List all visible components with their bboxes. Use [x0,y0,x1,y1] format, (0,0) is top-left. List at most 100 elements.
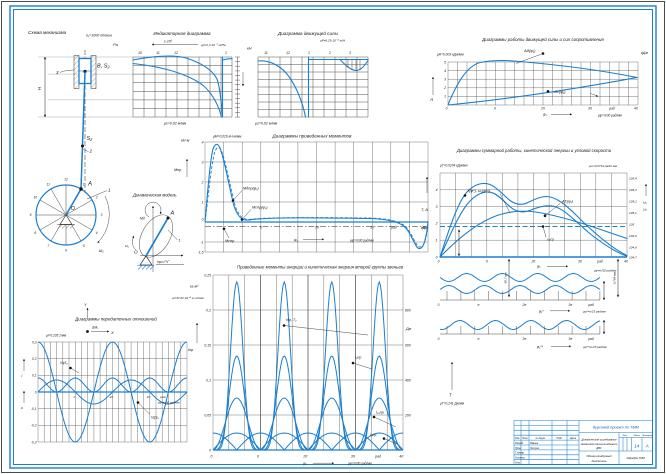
ytick: 0,1 [32,374,37,378]
work-unit: кДж [641,51,648,55]
force-ruler-ticks [235,56,240,118]
model-support [139,255,153,266]
crank-pos-2: 2 [95,196,98,200]
crank-support-hatch [57,224,75,229]
inertia-curve-a [212,432,404,451]
xtick: 4π [422,225,427,229]
energy-yticks-left: 4 3 2 1 0 [435,188,438,259]
ytick: 105 [629,223,634,227]
crank-pos-10: 10 [34,196,38,200]
t-axis-label: Т [449,393,452,398]
ytick: 3 [444,78,446,82]
xtick: π [73,395,76,399]
leader [241,209,252,220]
generated-lines [212,432,404,451]
moments-unit: кН·м [181,139,190,143]
tick: 1 [225,51,227,55]
xtick: рад [596,260,603,264]
moment-arrow [144,201,162,218]
energy-phi-scale: μφ=π/30 рад/мм [593,269,616,273]
energy-scale-w: μω=0,0714 рад/с·мм [588,164,617,168]
xtick: 3π [147,395,152,399]
strip2-ticks [446,326,601,334]
tick: 12 [286,51,290,55]
xtick: 4π [634,107,639,111]
res-moment-const-label: Мспр [225,239,234,243]
omega1-label: ω₁ [99,248,104,253]
xtick: рад [587,337,594,341]
doc-line-3: ДВС [595,446,601,450]
col-podp: Подп. [556,437,562,440]
model-link1-leader [167,229,178,241]
ytick: -0,3 [31,440,37,444]
glyph-dot [86,330,89,333]
force-scale: μF=6,25·10⁻⁴ м/Н [319,39,346,43]
inertia-xticks: 0 π 2π 3π рад 4π [211,455,405,459]
scale-header: Масштаб [642,435,653,437]
energy-yticks-right: 105,4 105,3 105,2 105,1 105 104,9 104,8 … [629,177,637,260]
guide-right [90,55,97,89]
col-data: Дата [569,438,577,440]
s-axis-label: s·10³ [164,40,173,44]
work-x-axis: φ₁ [543,113,547,117]
name-razrab: Иванов [530,442,539,445]
xtick: π [477,303,480,307]
model-o-label: О [134,250,138,255]
marker-dot [546,90,550,93]
model-a-label: А [170,211,175,217]
drive-curve-leader [515,53,544,64]
row-nkontr: Н.контр. [515,457,525,460]
force-dip-curve [339,58,369,72]
tick: 10 [138,51,142,55]
inertia-diagram: Приведенные моменты инерции и кинетическ… [171,265,465,466]
xtick: 0 [211,455,213,459]
col-list: Лист [521,438,528,440]
vqs2-curve [37,377,188,393]
crank-support [59,214,73,225]
ytick: -1 [200,241,203,245]
model-link1-label: 1 [179,239,181,243]
strip1-axis: φ₁* [539,310,544,314]
glyph-x: X [110,330,114,335]
ytick: 4 [444,69,446,73]
model-point-a [166,216,170,220]
energy-grid [439,172,628,258]
indicator-compression-curve [132,62,223,118]
indicator-expansion-curve [132,55,224,118]
work-diagram: Диаграммы работы движущей силы и сил соп… [429,37,648,118]
ytick: 0,05 [204,414,211,418]
generated-lines [446,291,601,300]
work-title: Диаграммы работы движущей силы и сил соп… [481,37,604,42]
ytick: 105,1 [629,211,637,215]
row-tkontr: Т.контр. [515,452,525,455]
ytick: 4 [436,188,438,192]
row-razrab: Разраб. [515,442,524,445]
inertia-axis-left: Iпр [188,348,193,352]
strip2-scale: μφ**=π/15 рад/мм [582,345,607,349]
leader [283,325,369,336]
tick: 11 [264,51,268,55]
leader [352,362,373,370]
xtick: рад [159,395,165,399]
stroke-dimension-label: Н [37,86,42,90]
inertia-unit-right: Дж [405,327,412,331]
ytick: 104,8 [629,246,637,250]
u21-curve [37,379,188,405]
crank-pos-8: 8 [34,231,36,235]
ytick: 1 [444,95,446,99]
work-xticks: 0 π 2π 3π рад 4π [446,107,639,111]
xtick: 4π [399,455,404,459]
glyph-y: Y [84,302,87,307]
inertia-unit-left: кг·м² [190,285,199,289]
inertia-label-4: I₃пр [370,433,376,437]
leader [544,203,561,216]
moments-xticks: π 2π 3π рад 4π [260,225,427,229]
crank-pos-9: 9 [30,213,32,217]
energy-unit-right: 1/с [643,208,648,212]
crank-pos-7: 7 [47,244,49,248]
xtick: рад [374,455,381,459]
title-block-vlines [520,420,643,465]
tick: 11 [156,51,160,55]
crank-pos-12: 12 [64,178,68,182]
